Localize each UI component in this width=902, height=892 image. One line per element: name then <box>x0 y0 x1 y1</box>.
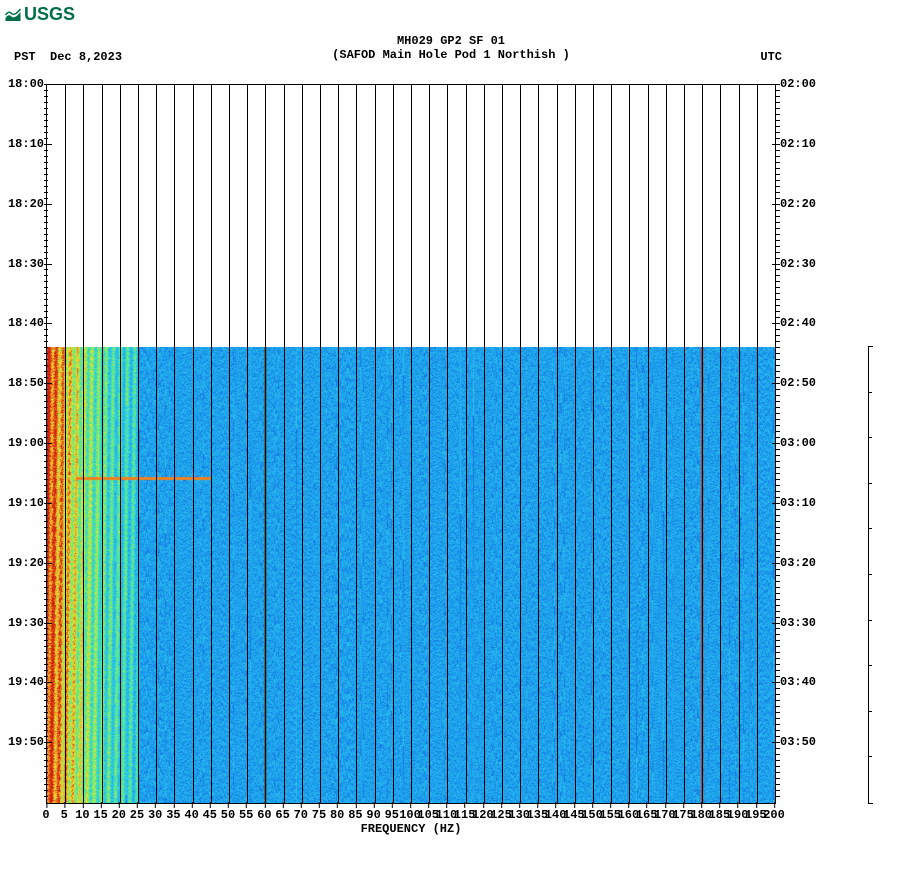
y-tick-label: 03:00 <box>780 436 825 450</box>
right-timezone: UTC <box>760 50 782 64</box>
usgs-logo-text: USGS <box>24 4 75 25</box>
y-tick-label: 19:10 <box>0 496 44 510</box>
x-tick-label: 10 <box>75 808 89 822</box>
usgs-logo: USGS <box>4 4 75 25</box>
x-tick-label: 80 <box>330 808 344 822</box>
usgs-wave-icon <box>4 6 22 24</box>
x-tick-label: 90 <box>366 808 380 822</box>
header-date: Dec 8,2023 <box>50 50 122 64</box>
x-tick-label: 35 <box>166 808 180 822</box>
x-tick-label: 30 <box>148 808 162 822</box>
y-tick-label: 19:20 <box>0 556 44 570</box>
y-tick-label: 18:00 <box>0 77 44 91</box>
header-right: UTC <box>760 50 782 64</box>
x-tick-label: 45 <box>203 808 217 822</box>
x-tick-label: 5 <box>61 808 68 822</box>
y-tick-label: 03:10 <box>780 496 825 510</box>
y-axis-left-pst: 18:0018:1018:2018:3018:4018:5019:0019:10… <box>0 84 44 804</box>
x-tick-label: 55 <box>239 808 253 822</box>
x-tick-label: 20 <box>112 808 126 822</box>
x-axis-label: FREQUENCY (HZ) <box>46 822 776 836</box>
y-tick-label: 19:50 <box>0 735 44 749</box>
x-tick-label: 50 <box>221 808 235 822</box>
y-tick-label: 18:30 <box>0 257 44 271</box>
x-tick-label: 200 <box>763 808 785 822</box>
title-line-1: MH029 GP2 SF 01 <box>0 34 902 48</box>
y-tick-label: 02:10 <box>780 137 825 151</box>
y-tick-label: 18:40 <box>0 316 44 330</box>
x-tick-label: 0 <box>42 808 49 822</box>
y-tick-label: 02:30 <box>780 257 825 271</box>
y-tick-label: 18:50 <box>0 376 44 390</box>
x-tick-label: 40 <box>184 808 198 822</box>
y-tick-label: 03:20 <box>780 556 825 570</box>
x-tick-label: 70 <box>294 808 308 822</box>
x-tick-label: 15 <box>93 808 107 822</box>
y-tick-label: 19:30 <box>0 616 44 630</box>
x-tick-label: 60 <box>257 808 271 822</box>
y-tick-label: 02:50 <box>780 376 825 390</box>
y-axis-right-utc: 02:0002:1002:2002:3002:4002:5003:0003:10… <box>780 84 825 804</box>
y-tick-label: 03:50 <box>780 735 825 749</box>
x-tick-label: 25 <box>130 808 144 822</box>
y-tick-label: 03:40 <box>780 675 825 689</box>
y-tick-label: 02:20 <box>780 197 825 211</box>
y-tick-label: 18:20 <box>0 197 44 211</box>
x-tick-label: 65 <box>275 808 289 822</box>
y-tick-label: 18:10 <box>0 137 44 151</box>
colorbar-ticks <box>868 346 872 802</box>
header-left: PST Dec 8,2023 <box>14 50 122 64</box>
y-tick-label: 02:00 <box>780 77 825 91</box>
x-tick-label: 95 <box>385 808 399 822</box>
left-timezone: PST <box>14 50 36 64</box>
spectrogram-plot <box>46 84 776 804</box>
x-tick-label: 75 <box>312 808 326 822</box>
y-tick-label: 19:00 <box>0 436 44 450</box>
x-tick-label: 85 <box>348 808 362 822</box>
y-tick-label: 02:40 <box>780 316 825 330</box>
y-tick-label: 03:30 <box>780 616 825 630</box>
y-tick-label: 19:40 <box>0 675 44 689</box>
